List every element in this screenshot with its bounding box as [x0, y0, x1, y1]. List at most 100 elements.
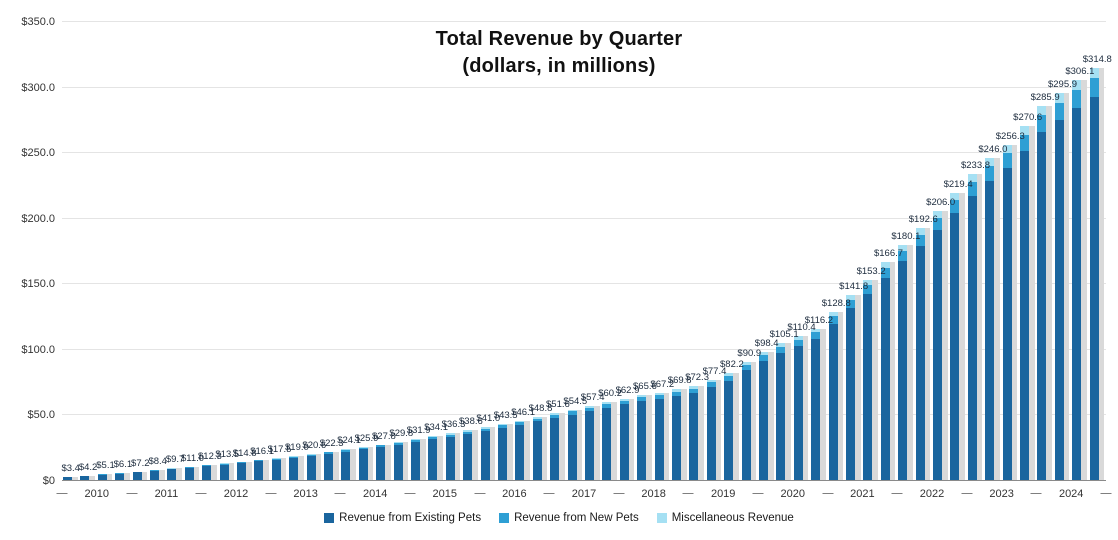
bar-data-label: $41.0	[476, 413, 501, 425]
bar-segment-existing-pets	[411, 442, 420, 481]
bar-segment-new-pets	[619, 400, 629, 405]
bar-segment-new-pets	[880, 267, 890, 278]
bar-segment-miscellaneous	[498, 423, 507, 426]
stacked-bar	[915, 228, 925, 481]
bar-shadow	[520, 420, 530, 481]
bar-segment-existing-pets	[271, 459, 281, 481]
bar-segment-miscellaneous	[254, 459, 264, 461]
bar-segment-existing-pets	[846, 308, 855, 481]
bar-data-label: $7.2	[131, 457, 150, 469]
bar-data-label: $285.9	[1030, 92, 1060, 104]
bar-segment-miscellaneous	[689, 386, 699, 389]
bar-shadow	[225, 463, 235, 481]
bar-segment-existing-pets	[515, 424, 525, 481]
bar-segment-new-pets	[167, 468, 177, 470]
bar-segment-miscellaneous	[1054, 92, 1064, 103]
bar-segment-new-pets	[463, 431, 473, 434]
bar-segment-miscellaneous	[654, 392, 664, 396]
bar-shadow	[1060, 92, 1070, 481]
stacked-bar	[550, 413, 560, 481]
bar-shadow	[155, 469, 165, 481]
bar-segment-existing-pets	[950, 213, 960, 481]
bar-data-label: $62.9	[615, 384, 640, 396]
bar-shadow	[103, 474, 113, 481]
bar-data-label: $153.2	[856, 266, 886, 278]
stacked-bar	[1054, 92, 1064, 481]
bar-shadow	[747, 361, 757, 481]
bar-shadow	[903, 244, 913, 481]
stacked-bar	[289, 456, 299, 481]
bar-shadow	[346, 449, 356, 481]
bar-segment-existing-pets	[97, 474, 107, 481]
bar-shadow	[190, 466, 200, 481]
x-axis-tick	[961, 493, 973, 494]
x-axis-tick	[334, 493, 346, 494]
bar-segment-miscellaneous	[1072, 79, 1082, 90]
x-axis-year-label: 2020	[780, 488, 806, 500]
stacked-bar	[689, 386, 699, 481]
bar-data-label: $38.6	[459, 416, 483, 428]
bar-shadow	[172, 468, 182, 481]
stacked-bar	[950, 193, 960, 481]
bar-shadow	[990, 158, 1000, 481]
bar-segment-new-pets	[515, 422, 525, 425]
bar-segment-existing-pets	[967, 195, 977, 481]
plot-area: $3.4 $4.2 $5.1 $6.1 $7.2 $8.4 $9.7 $11.0 $12.3 $1…	[61, 21, 1112, 481]
bar-shadow	[468, 430, 478, 481]
stacked-bar	[1089, 68, 1099, 481]
x-axis-tick	[752, 493, 764, 494]
stacked-bar	[811, 328, 821, 481]
stacked-bar	[341, 449, 351, 481]
bar-data-label: $206.0	[926, 196, 956, 208]
bar-shadow	[294, 456, 304, 481]
bar-segment-new-pets	[1020, 135, 1029, 151]
bar-shadow	[625, 398, 635, 481]
bar-data-label: $27.8	[372, 430, 396, 442]
bar-segment-miscellaneous	[480, 427, 490, 429]
bar-segment-existing-pets	[672, 395, 681, 481]
bar-segment-existing-pets	[741, 370, 751, 481]
bar-segment-new-pets	[550, 415, 560, 419]
stacked-bar	[167, 468, 177, 481]
bar-shadow	[312, 454, 322, 481]
bar-data-label: $295.9	[1047, 78, 1078, 90]
bar-data-label: $13.5	[215, 449, 240, 461]
stacked-bar	[637, 394, 647, 481]
bar-segment-new-pets	[237, 462, 246, 463]
x-axis-tick	[891, 493, 903, 494]
bar-segment-existing-pets	[637, 400, 647, 481]
bar-data-label: $5.1	[96, 460, 115, 472]
bar-segment-existing-pets	[532, 421, 542, 481]
bar-segment-miscellaneous	[759, 351, 768, 356]
bar-segment-miscellaneous	[585, 405, 594, 408]
stacked-bar	[115, 473, 125, 481]
bar-shadow	[660, 392, 670, 481]
y-axis-tick-label: $150.0	[21, 278, 55, 291]
x-axis-tick	[822, 493, 834, 494]
bar-segment-existing-pets	[237, 462, 246, 481]
x-axis-year-label: 2016	[502, 488, 527, 500]
stacked-bar	[619, 398, 629, 481]
stacked-bar	[324, 451, 333, 481]
bar-shadow	[694, 386, 704, 481]
stacked-bar	[428, 436, 438, 481]
bar-shadow	[781, 343, 791, 481]
chart-title-line1: Total Revenue by Quarter	[435, 28, 683, 50]
x-axis-tick	[126, 493, 138, 494]
stacked-bar	[498, 423, 507, 481]
bar-data-label: $256.3	[995, 130, 1025, 142]
grid-line	[62, 283, 1106, 285]
bar-segment-existing-pets	[550, 418, 560, 481]
bar-segment-new-pets	[567, 411, 577, 415]
stacked-bar	[602, 402, 612, 481]
stacked-bar	[393, 441, 403, 481]
x-axis-year-label: 2011	[154, 488, 179, 500]
bar-shadow	[1077, 79, 1087, 481]
bar-segment-miscellaneous	[915, 228, 925, 235]
bar-segment-miscellaneous	[637, 394, 647, 398]
bar-data-label: $65.6	[633, 380, 657, 392]
bar-segment-existing-pets	[463, 433, 473, 481]
stacked-bar	[967, 174, 977, 481]
bar-shadow	[486, 427, 496, 481]
stacked-bar	[132, 471, 142, 481]
